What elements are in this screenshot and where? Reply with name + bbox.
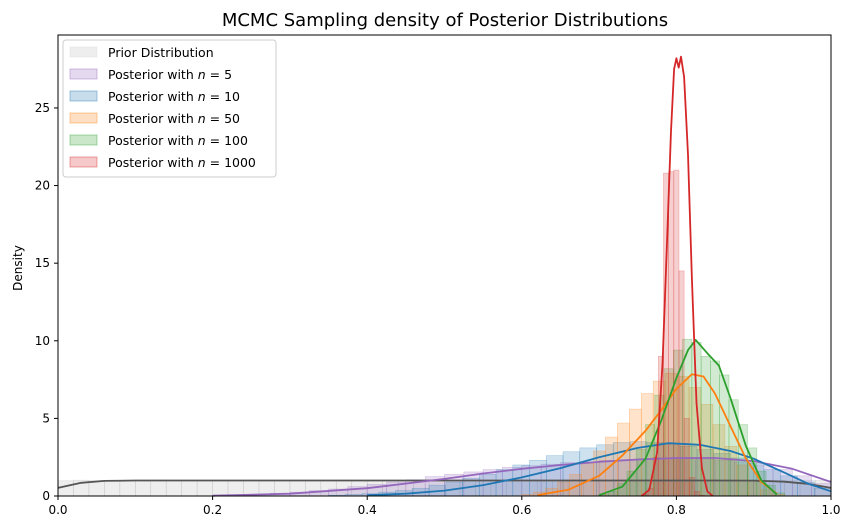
x-tick-label: 0.8 <box>667 503 686 517</box>
legend-entry: Posterior with n = 10 <box>108 89 240 104</box>
kde-line <box>367 442 832 497</box>
chart-title: MCMC Sampling density of Posterior Distr… <box>222 10 668 31</box>
histogram-bar <box>529 459 547 497</box>
x-tick-label: 0.2 <box>203 503 222 517</box>
histogram-bar <box>212 480 229 497</box>
histogram-bar <box>165 480 182 497</box>
legend: Prior Distribution Posterior with n = 5 Po… <box>62 39 277 178</box>
legend-entry: Posterior with n = 1000 <box>108 155 256 170</box>
histogram-bar <box>710 360 720 497</box>
histogram-bar <box>694 491 700 497</box>
histogram-bar <box>196 480 213 497</box>
y-tick-label: 25 <box>35 101 50 115</box>
histogram-bar <box>668 171 675 497</box>
histogram-bar <box>227 480 244 497</box>
x-tick-label: 0.0 <box>48 503 67 517</box>
legend-box <box>62 39 277 178</box>
legend-swatch <box>69 134 98 146</box>
histogram-bar <box>243 479 260 497</box>
legend-entry: Posterior with n = 50 <box>108 111 240 126</box>
y-tick-label: 10 <box>35 334 50 348</box>
histogram-bar <box>728 399 739 497</box>
y-tick-label: 20 <box>35 179 50 193</box>
legend-entry: Posterior with n = 100 <box>108 133 248 148</box>
legend-swatch <box>69 156 98 168</box>
histogram-bar <box>135 480 152 497</box>
plot-frame <box>57 34 832 497</box>
histogram-bar <box>700 356 711 497</box>
histogram-bar <box>150 479 167 497</box>
histogram-bar <box>719 374 730 497</box>
histogram-bar <box>119 480 136 497</box>
legend-entry: Prior Distribution <box>108 45 214 60</box>
histogram-bar <box>181 480 198 497</box>
kde-line <box>641 55 714 497</box>
kde-layer <box>57 55 832 497</box>
histogram-bar <box>673 169 680 497</box>
legend-swatch <box>69 46 98 58</box>
axis-ticks: 0.0 0.2 0.4 0.6 0.8 1.0 0 5 10 15 20 25 <box>35 101 841 517</box>
histogram-bar <box>605 436 618 497</box>
legend-swatch <box>69 90 98 102</box>
histogram-bar <box>57 480 74 497</box>
legend-entry: Posterior with n = 5 <box>108 67 232 82</box>
x-tick-label: 0.6 <box>512 503 531 517</box>
x-tick-label: 0.4 <box>358 503 377 517</box>
y-tick-label: 5 <box>42 411 50 425</box>
histogram-bar <box>691 342 702 497</box>
histogram-bar <box>635 449 646 497</box>
y-tick-label: 0 <box>42 489 50 503</box>
legend-swatch <box>69 68 98 80</box>
histogram-bar <box>104 480 121 497</box>
kde-line <box>598 339 778 497</box>
y-axis-label: Density <box>11 245 25 291</box>
kde-line <box>537 373 778 497</box>
histogram-bar <box>88 480 105 497</box>
x-tick-label: 1.0 <box>821 503 840 517</box>
kde-line <box>57 479 832 489</box>
legend-swatch <box>69 112 98 124</box>
y-tick-label: 15 <box>35 256 50 270</box>
